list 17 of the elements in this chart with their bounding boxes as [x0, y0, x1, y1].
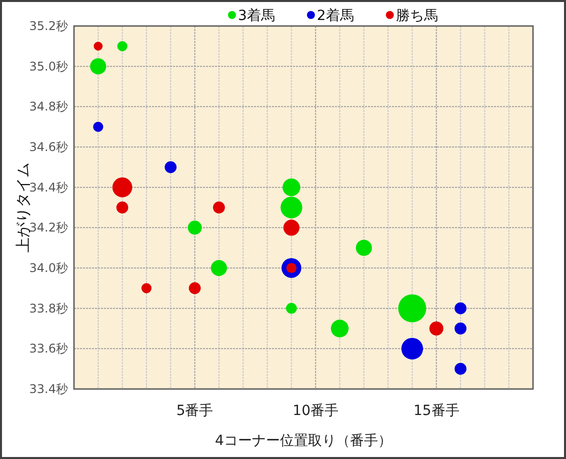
y-tick-label: 34.6秒: [29, 140, 68, 154]
y-tick-label: 35.0秒: [29, 59, 68, 74]
y-tick-label: 33.6秒: [29, 342, 68, 356]
y-tick-label: 34.0秒: [29, 261, 68, 275]
y-tick-label: 35.2秒: [29, 19, 68, 33]
x-axis-title: 4コーナー位置取り（番手）: [215, 433, 392, 449]
y-tick-label: 33.8秒: [29, 301, 68, 316]
y-tick-label: 33.4秒: [29, 382, 68, 396]
legend-label: 勝ち馬: [396, 8, 438, 24]
x-tick-label: 5番手: [176, 403, 214, 419]
y-tick-label: 34.8秒: [29, 100, 68, 114]
x-tick-label: 15番手: [413, 403, 460, 419]
x-tick-label: 10番手: [292, 403, 338, 419]
y-tick-label: 34.4秒: [29, 180, 68, 194]
legend-label: 2着馬: [316, 8, 354, 24]
y-tick-label: 34.2秒: [29, 220, 68, 235]
legend-label: 3着馬: [238, 8, 275, 24]
